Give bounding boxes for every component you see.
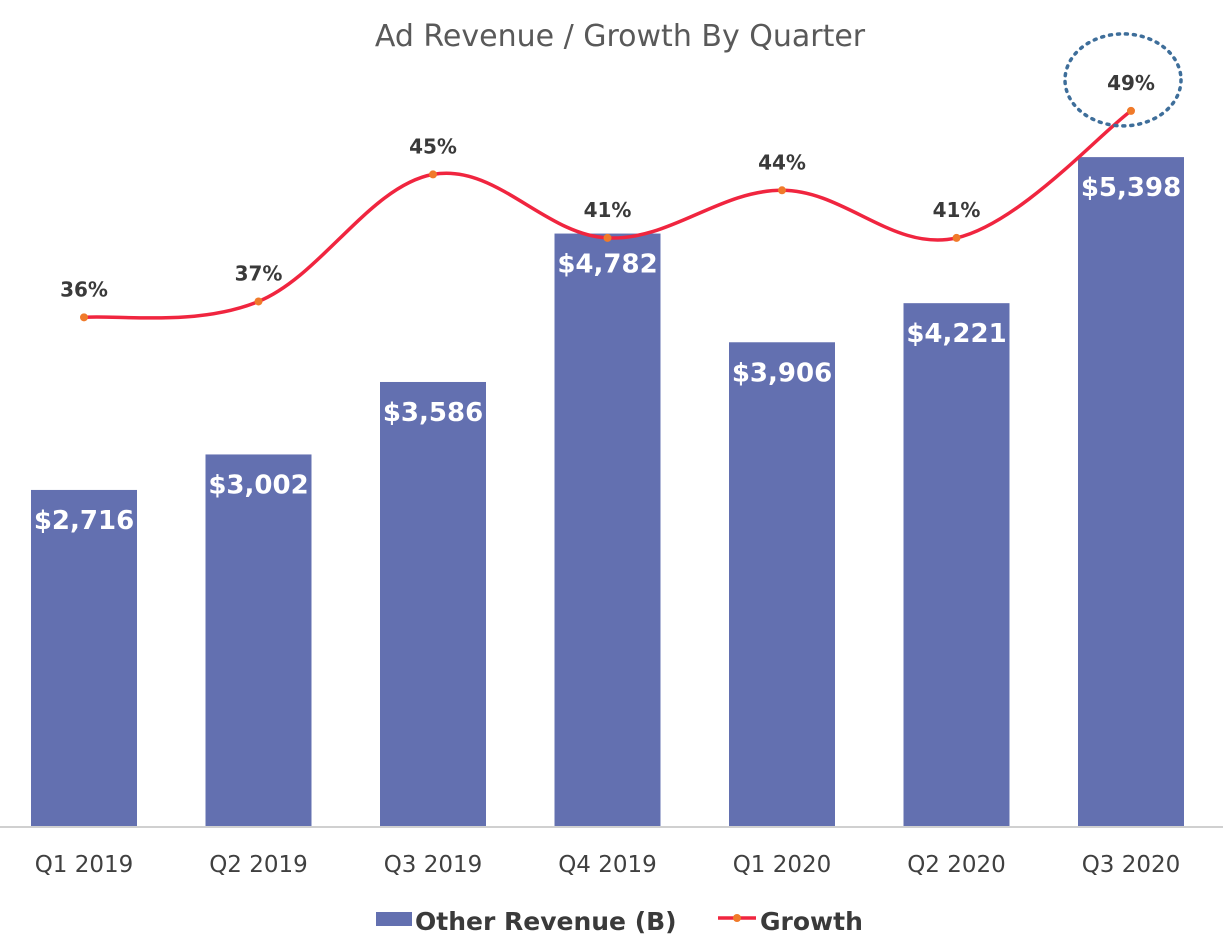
- growth-markers: [80, 106, 1135, 322]
- growth-marker: [952, 233, 961, 242]
- bar-value-label: $4,221: [906, 319, 1006, 349]
- bar-value-label: $3,586: [383, 398, 483, 428]
- growth-value-label: 45%: [409, 134, 457, 158]
- x-tick-label: Q1 2019: [35, 852, 134, 878]
- bar-value-label: $3,906: [732, 358, 832, 388]
- legend-line-label: Growth: [760, 907, 863, 936]
- bar: [903, 303, 1010, 827]
- x-tick-label: Q3 2020: [1082, 852, 1181, 878]
- bar-value-label: $4,782: [557, 250, 657, 280]
- growth-value-label: 36%: [60, 277, 108, 301]
- growth-labels-group: 36% 37% 45% 41% 44% 41% 49%: [60, 71, 1155, 301]
- growth-marker: [80, 313, 88, 322]
- x-tick-label: Q2 2020: [907, 852, 1006, 878]
- bar: [1078, 157, 1184, 827]
- growth-value-label: 41%: [933, 198, 981, 222]
- growth-marker: [603, 233, 612, 242]
- bar: [729, 342, 835, 827]
- growth-value-label: 49%: [1107, 71, 1155, 95]
- growth-value-label: 41%: [584, 198, 632, 222]
- bar: [380, 381, 486, 827]
- bar: [205, 454, 312, 827]
- bars-group: [31, 157, 1184, 827]
- legend-bar-swatch: [376, 912, 412, 926]
- bar-value-label: $3,002: [208, 470, 308, 500]
- growth-marker: [778, 186, 786, 195]
- x-tick-labels: Q1 2019 Q2 2019 Q3 2019 Q4 2019 Q1 2020 Q2 20…: [35, 852, 1181, 878]
- bar: [31, 489, 137, 827]
- bar: [554, 233, 661, 827]
- x-tick-label: Q1 2020: [733, 852, 832, 878]
- highlight-ellipse: [1063, 32, 1183, 128]
- growth-marker: [254, 297, 263, 306]
- x-tick-label: Q3 2019: [384, 852, 483, 878]
- bar-value-label: $5,398: [1081, 173, 1181, 203]
- legend-line-marker: [733, 914, 741, 922]
- growth-marker: [1127, 106, 1135, 115]
- legend: Other Revenue (B) Growth: [376, 907, 863, 936]
- legend-bar-label: Other Revenue (B): [415, 907, 677, 936]
- chart-title: Ad Revenue / Growth By Quarter: [375, 19, 866, 54]
- growth-value-label: 37%: [235, 261, 283, 285]
- growth-value-label: 44%: [758, 150, 806, 174]
- x-tick-label: Q4 2019: [558, 852, 657, 878]
- growth-marker: [429, 170, 437, 179]
- x-tick-label: Q2 2019: [209, 852, 308, 878]
- bar-labels-group: $2,716 $3,002 $3,586 $4,782 $3,906 $4,221 $5,3…: [34, 173, 1181, 536]
- bar-value-label: $2,716: [34, 506, 134, 536]
